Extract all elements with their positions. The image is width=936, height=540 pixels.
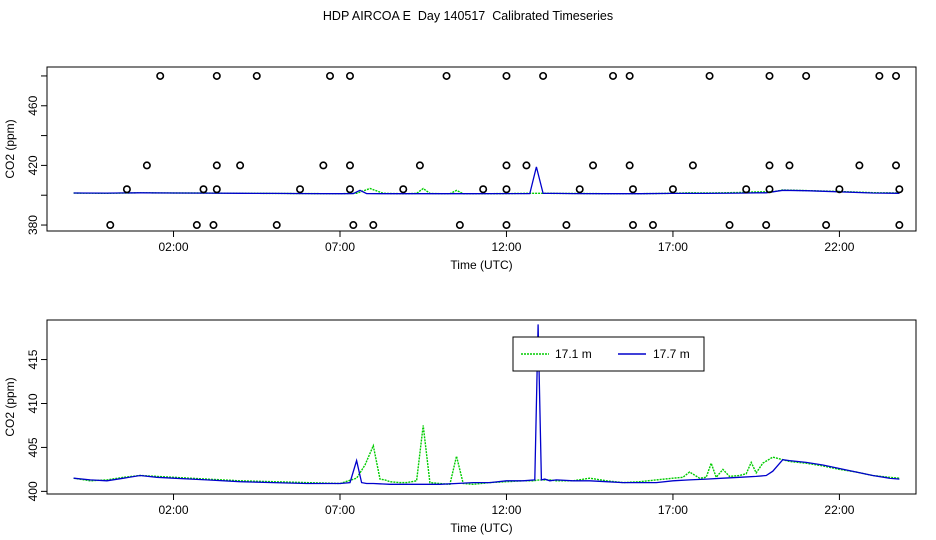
plot-frame xyxy=(46,66,917,232)
status-circle xyxy=(688,161,697,170)
status-circle xyxy=(326,71,335,80)
status-circle xyxy=(765,161,774,170)
series-line-b xyxy=(73,166,900,195)
series-line-a xyxy=(73,425,900,486)
x-axis-label: Time (UTC) xyxy=(450,521,512,535)
status-circle xyxy=(319,161,328,170)
status-circle xyxy=(625,71,634,80)
status-circle xyxy=(192,221,201,230)
panel-bottom: 02:00 07:00 12:00 17:00 22:00 400 405 410 415 Tim… xyxy=(3,319,917,535)
status-circle xyxy=(762,221,771,230)
status-circle xyxy=(399,185,408,194)
status-circle xyxy=(369,221,378,230)
status-circle xyxy=(479,185,488,194)
status-circle xyxy=(625,161,634,170)
status-circle xyxy=(895,221,904,230)
status-circle xyxy=(502,161,511,170)
status-circle xyxy=(296,185,305,194)
status-circle xyxy=(415,161,424,170)
status-circle xyxy=(802,71,811,80)
x-tick-label: 12:00 xyxy=(491,503,521,517)
page-title: HDP AIRCOA E Day 140517 Calibrated Times… xyxy=(322,9,614,23)
status-circle xyxy=(835,185,844,194)
status-circle xyxy=(212,185,221,194)
status-circle xyxy=(272,221,281,230)
y-tick-label: 410 xyxy=(26,393,40,413)
status-circle xyxy=(705,71,714,80)
y-axis-label: CO2 (ppm) xyxy=(3,377,17,436)
y-axis-label: CO2 (ppm) xyxy=(3,119,17,178)
status-circle xyxy=(892,161,901,170)
status-circle xyxy=(609,71,618,80)
y-tick-label: 460 xyxy=(26,95,40,115)
status-circle xyxy=(142,161,151,170)
legend-label: 17.1 m xyxy=(555,347,592,361)
y-tick-label: 380 xyxy=(26,215,40,235)
status-circle xyxy=(199,185,208,194)
status-circle xyxy=(252,71,261,80)
status-circle xyxy=(212,71,221,80)
status-circle xyxy=(895,185,904,194)
x-tick-label: 22:00 xyxy=(824,503,854,517)
status-circle xyxy=(765,185,774,194)
x-tick-label: 02:00 xyxy=(159,503,189,517)
x-tick-label: 22:00 xyxy=(824,240,854,254)
status-circle xyxy=(668,185,677,194)
status-circle xyxy=(502,71,511,80)
status-circle xyxy=(539,71,548,80)
legend-label: 17.7 m xyxy=(653,347,690,361)
status-circle xyxy=(648,221,657,230)
status-circle xyxy=(765,71,774,80)
status-circle xyxy=(442,71,451,80)
x-tick-label: 07:00 xyxy=(325,503,355,517)
status-circle xyxy=(345,185,354,194)
status-circle xyxy=(502,185,511,194)
status-circle xyxy=(522,161,531,170)
status-circle xyxy=(725,221,734,230)
status-circle xyxy=(345,71,354,80)
panel-top: 02:00 07:00 12:00 17:00 22:00 380 420 460 Time (… xyxy=(3,66,917,272)
y-tick-label: 420 xyxy=(26,155,40,175)
status-circle xyxy=(122,185,131,194)
status-circle xyxy=(345,161,354,170)
plot-frame xyxy=(46,319,917,495)
status-circle xyxy=(455,221,464,230)
legend-box xyxy=(512,336,705,372)
x-tick-label: 02:00 xyxy=(159,240,189,254)
status-circle xyxy=(236,161,245,170)
plot-area xyxy=(73,324,900,486)
status-circle xyxy=(156,71,165,80)
status-circle xyxy=(742,185,751,194)
status-circle xyxy=(502,221,511,230)
status-circle xyxy=(628,221,637,230)
series-line-b xyxy=(73,324,900,485)
x-tick-label: 07:00 xyxy=(325,240,355,254)
x-axis-label: Time (UTC) xyxy=(450,258,512,272)
status-circle xyxy=(209,221,218,230)
status-circle xyxy=(628,185,637,194)
x-tick-label: 17:00 xyxy=(658,240,688,254)
status-circle xyxy=(822,221,831,230)
legend: 17.1 m 17.7 m xyxy=(512,336,705,372)
status-circle xyxy=(875,71,884,80)
status-circle xyxy=(785,161,794,170)
status-circle xyxy=(855,161,864,170)
status-circle xyxy=(892,71,901,80)
y-tick-label: 405 xyxy=(26,437,40,457)
y-tick-label: 415 xyxy=(26,349,40,369)
status-circle xyxy=(562,221,571,230)
y-tick-label: 400 xyxy=(26,481,40,501)
status-circle xyxy=(589,161,598,170)
x-tick-label: 17:00 xyxy=(658,503,688,517)
plot-area xyxy=(73,166,900,195)
status-circle xyxy=(349,221,358,230)
status-circle xyxy=(212,161,221,170)
status-circle xyxy=(106,221,115,230)
status-circle xyxy=(575,185,584,194)
x-tick-label: 12:00 xyxy=(491,240,521,254)
